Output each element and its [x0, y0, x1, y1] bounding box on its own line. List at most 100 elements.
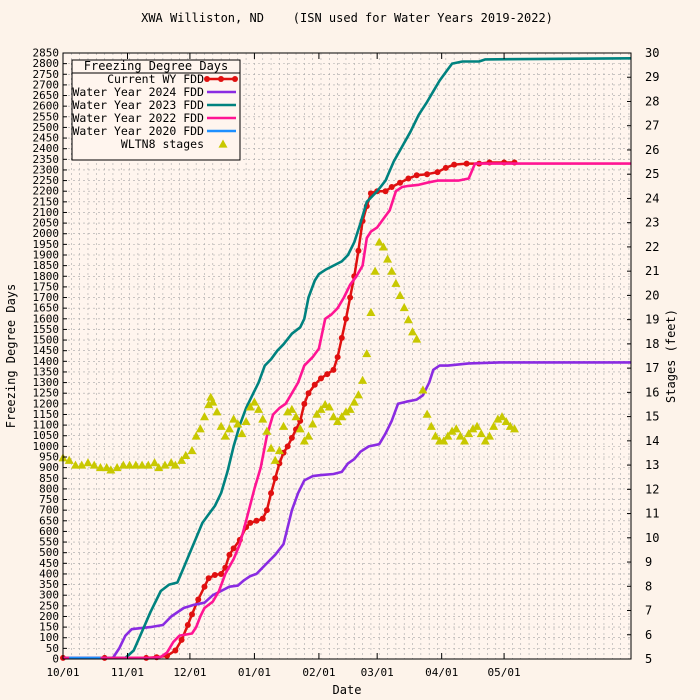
- stage-marker: [472, 421, 482, 430]
- y-tick-label: 1000: [33, 440, 60, 453]
- stage-marker: [328, 412, 338, 421]
- y-tick-label: 1050: [33, 429, 60, 442]
- y-tick-label: 1950: [33, 238, 60, 251]
- stage-marker: [447, 426, 457, 435]
- y-tick-label: 2200: [33, 185, 60, 198]
- stage-marker: [353, 390, 363, 399]
- stage-marker: [241, 416, 251, 426]
- series-layer: [58, 57, 632, 661]
- series-marker: [230, 545, 237, 552]
- stage-marker: [274, 446, 284, 455]
- stage-marker: [489, 421, 499, 430]
- legend-swatch-marker: [218, 76, 224, 82]
- series-current-wy-fdd: [60, 159, 518, 661]
- legend-swatch-marker: [232, 76, 238, 82]
- y-tick-label: 50: [46, 642, 59, 655]
- stage-marker: [177, 455, 187, 464]
- y2-tick-label: 27: [645, 119, 659, 133]
- stage-marker: [493, 414, 503, 423]
- y-tick-label: 2700: [33, 78, 60, 91]
- series-water-year-2022-fdd: [63, 162, 631, 660]
- stage-marker: [383, 254, 393, 263]
- stage-marker: [464, 429, 474, 438]
- stage-marker: [370, 266, 380, 275]
- stage-marker: [89, 460, 99, 469]
- y-tick-label: 2300: [33, 163, 60, 176]
- plot-frame: [62, 52, 632, 660]
- stage-marker: [362, 349, 372, 358]
- legend-label: Water Year 2022 FDD: [72, 111, 204, 125]
- y-tick-label: 600: [39, 525, 59, 538]
- series-marker: [253, 517, 260, 524]
- series-marker: [442, 164, 449, 171]
- stage-marker: [422, 409, 432, 418]
- y-tick-label: 350: [39, 578, 59, 591]
- stage-marker: [304, 431, 314, 440]
- stage-marker: [283, 407, 293, 416]
- series-marker: [311, 381, 318, 388]
- y2-tick-label: 10: [645, 531, 659, 545]
- stage-marker: [216, 421, 226, 430]
- series-marker: [201, 583, 208, 590]
- series-marker: [424, 171, 431, 178]
- stage-marker: [333, 416, 343, 426]
- stage-marker: [150, 458, 160, 467]
- series-marker: [338, 334, 345, 341]
- y-tick-label: 1250: [33, 387, 60, 400]
- stage-marker: [468, 424, 478, 433]
- series-wltn8-stages: [58, 237, 519, 474]
- y2-tick-label: 13: [645, 458, 659, 472]
- stage-marker: [181, 450, 191, 459]
- stage-marker: [324, 402, 334, 411]
- y2-tick-label: 12: [645, 482, 659, 496]
- y2-tick-label: 29: [645, 70, 659, 84]
- x-tick-label: 01/01: [238, 666, 271, 679]
- stage-marker: [64, 455, 74, 464]
- stage-marker: [295, 424, 305, 433]
- series-marker: [388, 183, 395, 190]
- y2-tick-label: 21: [645, 264, 659, 278]
- legend: Freezing Degree Days Current WY FDDWater…: [71, 59, 241, 161]
- stage-marker: [266, 443, 276, 452]
- legend-swatch: [218, 139, 228, 148]
- series-marker: [463, 160, 470, 167]
- y2-tick-label: 22: [645, 240, 659, 254]
- y-tick-label: 500: [39, 546, 59, 559]
- y-tick-label: 1350: [33, 365, 60, 378]
- y2-tick-label: 8: [645, 579, 652, 593]
- y-axis-label: Freezing Degree Days: [4, 284, 18, 429]
- legend-label: WLTN8 stages: [121, 137, 204, 151]
- y-tick-label: 200: [39, 610, 59, 623]
- stage-marker: [308, 419, 318, 428]
- series-line: [63, 162, 631, 660]
- series-marker: [172, 647, 179, 654]
- y2-tick-label: 15: [645, 410, 659, 424]
- y-tick-label: 450: [39, 557, 59, 570]
- y2-tick-label: 18: [645, 337, 659, 351]
- series-marker: [284, 443, 291, 450]
- y-tick-label: 1100: [33, 419, 60, 432]
- series-marker: [355, 247, 362, 254]
- stage-marker: [345, 404, 355, 413]
- series-marker: [405, 175, 412, 182]
- y-tick-label: 2800: [33, 57, 60, 70]
- x-tick-label: 12/01: [173, 666, 206, 679]
- stage-marker: [118, 460, 128, 469]
- y2-tick-label: 20: [645, 288, 659, 302]
- series-marker: [259, 515, 266, 522]
- stage-marker: [287, 404, 297, 413]
- stage-marker: [220, 431, 230, 440]
- y-tick-label: 1200: [33, 397, 60, 410]
- legend-label: Current WY FDD: [107, 72, 204, 86]
- stage-marker: [154, 463, 164, 472]
- series-marker: [211, 572, 218, 579]
- series-marker: [382, 188, 389, 195]
- y2-tick-label: 28: [645, 94, 659, 108]
- y-tick-label: 150: [39, 621, 59, 634]
- stage-marker: [125, 460, 135, 469]
- stage-marker: [70, 460, 80, 469]
- stage-marker: [426, 421, 436, 430]
- x-tick-label: 03/01: [361, 666, 394, 679]
- y2-tick-label: 16: [645, 385, 659, 399]
- y2-tick-label: 9: [645, 555, 652, 569]
